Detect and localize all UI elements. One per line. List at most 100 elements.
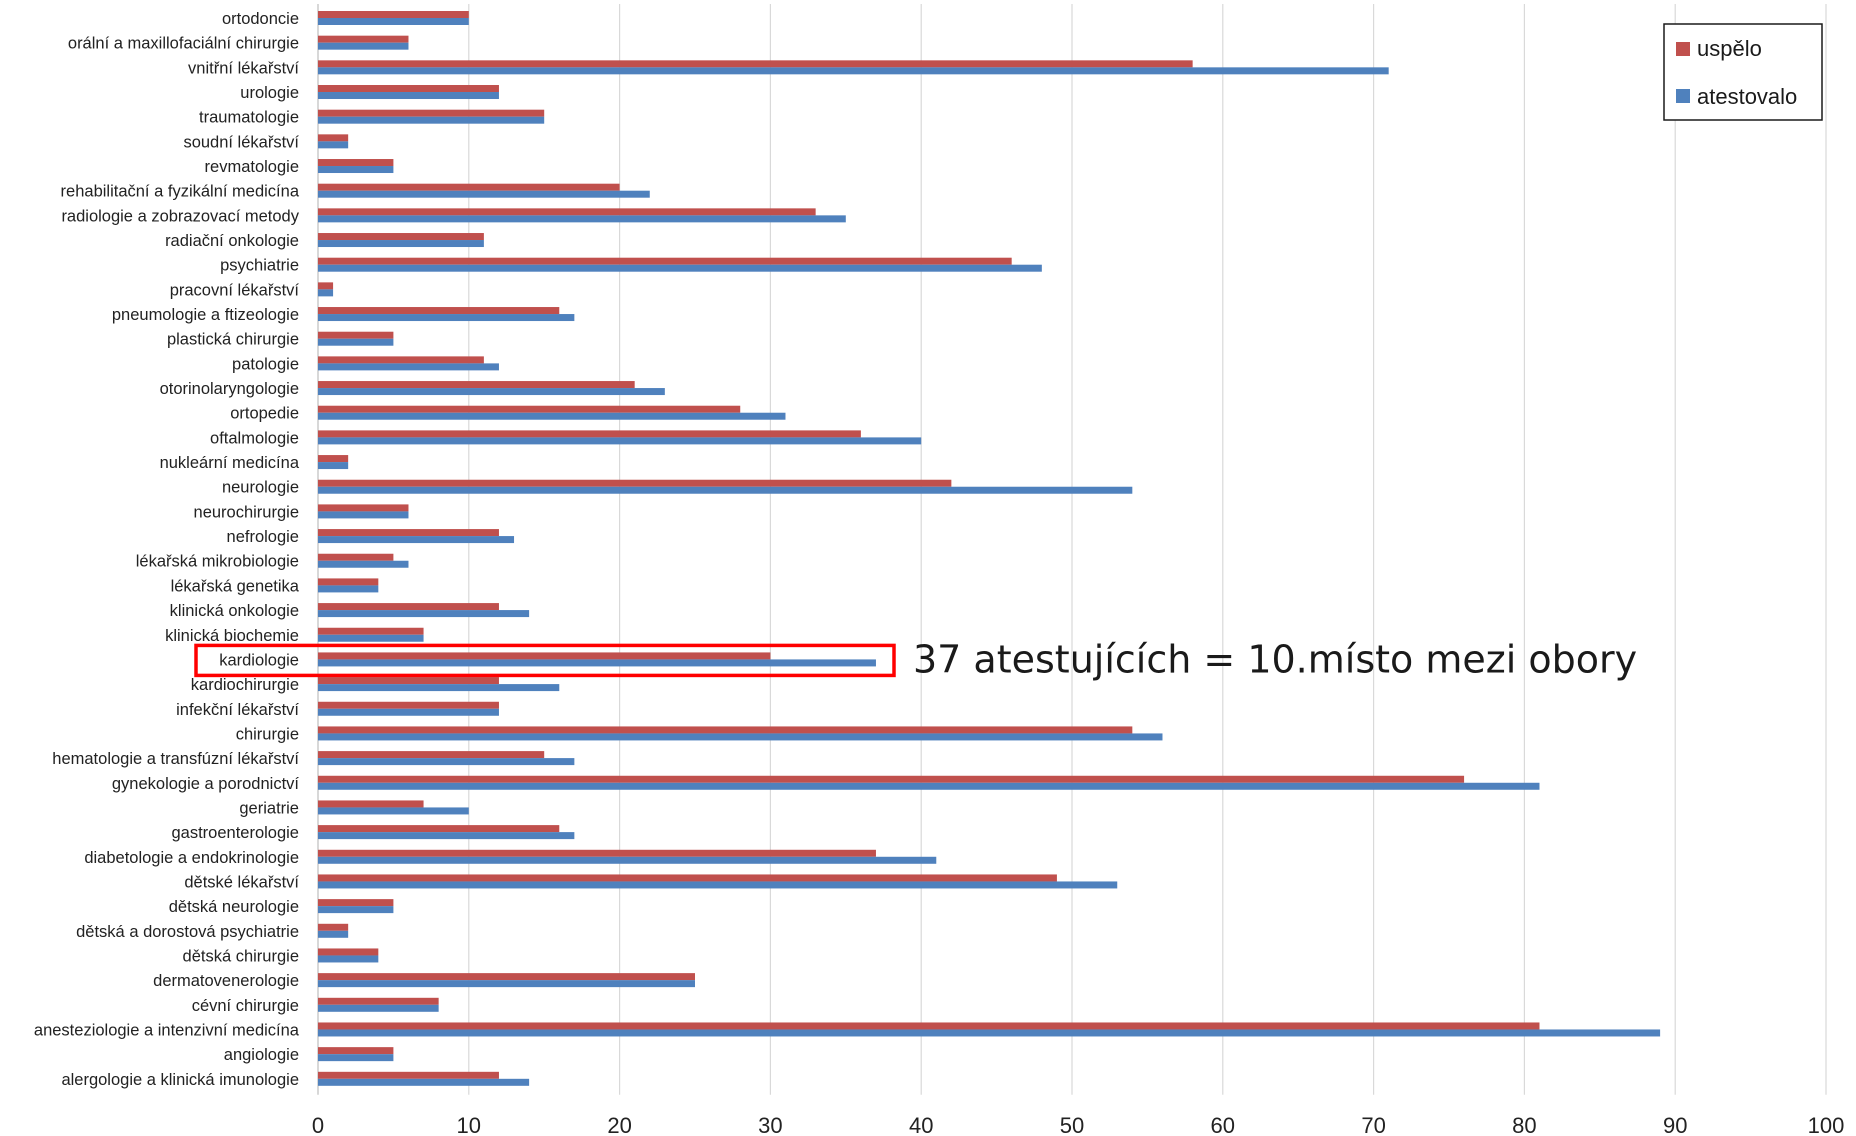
bar-atestovalo-klinicka-biochemie <box>318 634 424 642</box>
bar-uspelo-lekarska-genetika <box>318 578 379 586</box>
category-label: infekční lékařství <box>176 701 299 719</box>
bar-uspelo-pneumologie-a-ftizeologie <box>318 307 560 315</box>
bar-uspelo-oralni-a-maxillofacialni-chirurgie <box>318 35 409 43</box>
category-label: kardiochirurgie <box>191 676 299 694</box>
category-label: gastroenterologie <box>171 824 299 842</box>
category-label: ortopedie <box>230 405 299 423</box>
legend-swatch-uspelo <box>1676 42 1690 56</box>
category-label: neurologie <box>222 479 299 497</box>
bar-uspelo-alergologie-a-klinicka-imunologie <box>318 1071 499 1079</box>
bar-atestovalo-nefrologie <box>318 536 515 544</box>
bar-atestovalo-infekcni-lekarstvi <box>318 708 499 716</box>
bar-atestovalo-psychiatrie <box>318 264 1042 272</box>
category-label: klinická biochemie <box>165 627 299 645</box>
x-tick-label: 90 <box>1663 1113 1687 1136</box>
x-tick-label: 20 <box>607 1113 631 1136</box>
category-label: hematologie a transfúzní lékařství <box>52 750 299 768</box>
category-label: urologie <box>240 84 299 102</box>
category-label: patologie <box>232 355 299 373</box>
bar-uspelo-neurologie <box>318 479 952 487</box>
bar-uspelo-ortopedie <box>318 405 741 413</box>
bar-uspelo-geriatrie <box>318 800 424 808</box>
bar-atestovalo-oftalmologie <box>318 437 922 445</box>
bar-uspelo-neurochirurgie <box>318 504 409 512</box>
bars <box>318 11 1661 1086</box>
x-tick-label: 0 <box>312 1113 324 1136</box>
category-label: pracovní lékařství <box>170 281 300 299</box>
bar-atestovalo-rehabilitacni-a-fyzikalni-medicina <box>318 190 650 198</box>
bar-uspelo-dermatovenerologie <box>318 973 695 981</box>
x-tick-label: 10 <box>457 1113 481 1136</box>
bar-uspelo-gastroenterologie <box>318 825 560 833</box>
bar-uspelo-nuklearni-medicina <box>318 455 349 463</box>
category-label: lékařská genetika <box>171 577 300 595</box>
bar-uspelo-anesteziologie-a-intenzivni-medicina <box>318 1022 1540 1030</box>
bar-uspelo-hematologie-a-transfuzni-lekarstvi <box>318 751 545 759</box>
bar-atestovalo-ortodoncie <box>318 18 469 25</box>
category-label: chirurgie <box>236 725 299 743</box>
bar-uspelo-kardiochirurgie <box>318 677 499 685</box>
category-label: angiologie <box>224 1046 299 1064</box>
category-label: radiační onkologie <box>165 232 299 250</box>
x-tick-label: 100 <box>1808 1113 1845 1136</box>
category-label: plastická chirurgie <box>167 331 299 349</box>
category-label: nukleární medicína <box>160 454 300 472</box>
category-label: geriatrie <box>239 799 299 817</box>
bar-atestovalo-otorinolaryngologie <box>318 388 665 396</box>
category-label: nefrologie <box>227 528 299 546</box>
bar-uspelo-rehabilitacni-a-fyzikalni-medicina <box>318 183 620 191</box>
bar-uspelo-psychiatrie <box>318 257 1012 265</box>
bar-uspelo-detska-chirurgie <box>318 948 379 956</box>
category-label: klinická onkologie <box>170 602 299 620</box>
bar-atestovalo-angiologie <box>318 1054 394 1062</box>
bar-atestovalo-nuklearni-medicina <box>318 462 349 470</box>
category-label: gynekologie a porodnictví <box>112 775 300 793</box>
bar-uspelo-ortodoncie <box>318 11 469 18</box>
bar-atestovalo-revmatologie <box>318 166 394 174</box>
category-label: dětská chirurgie <box>183 947 299 965</box>
bar-uspelo-revmatologie <box>318 159 394 167</box>
bar-atestovalo-klinicka-onkologie <box>318 610 530 618</box>
category-label: soudní lékařství <box>183 133 299 151</box>
bar-uspelo-lekarska-mikrobiologie <box>318 553 394 561</box>
category-label: radiologie a zobrazovací metody <box>61 207 299 225</box>
category-label: otorinolaryngologie <box>160 380 299 398</box>
bar-atestovalo-ortopedie <box>318 412 786 420</box>
category-labels: ortodoncie orální a maxillofaciální chiru… <box>34 10 300 1089</box>
bar-atestovalo-radiologie-a-zobrazovaci-metody <box>318 215 846 223</box>
bar-uspelo-chirurgie <box>318 726 1133 734</box>
bar-uspelo-detske-lekarstvi <box>318 874 1057 882</box>
category-label: dermatovenerologie <box>153 972 299 990</box>
bar-atestovalo-geriatrie <box>318 807 469 815</box>
bar-uspelo-detska-a-dorostova-psychiatrie <box>318 923 349 931</box>
bar-uspelo-plasticka-chirurgie <box>318 331 394 339</box>
bar-atestovalo-dermatovenerologie <box>318 980 695 988</box>
bar-uspelo-radiacni-onkologie <box>318 233 484 241</box>
bar-atestovalo-cevni-chirurgie <box>318 1004 439 1012</box>
bar-uspelo-patologie <box>318 356 484 364</box>
category-label: orální a maxillofaciální chirurgie <box>68 35 299 53</box>
bar-uspelo-kardiologie <box>318 652 771 660</box>
category-label: vnitřní lékařství <box>188 59 299 77</box>
bar-atestovalo-detske-lekarstvi <box>318 881 1118 889</box>
bar-uspelo-otorinolaryngologie <box>318 381 635 389</box>
category-label: dětská neurologie <box>169 898 299 916</box>
x-tick-label: 40 <box>909 1113 933 1136</box>
gridlines <box>317 4 1827 1095</box>
category-label: oftalmologie <box>210 429 299 447</box>
bar-atestovalo-lekarska-mikrobiologie <box>318 560 409 568</box>
x-axis-tick-labels: 0 10 20 30 40 50 60 70 80 90 100 <box>312 1113 1844 1136</box>
bar-uspelo-detska-neurologie <box>318 899 394 907</box>
bar-atestovalo-neurologie <box>318 486 1133 494</box>
bar-atestovalo-anesteziologie-a-intenzivni-medicina <box>318 1029 1661 1037</box>
bar-atestovalo-neurochirurgie <box>318 511 409 519</box>
legend-frame <box>1663 23 1823 121</box>
legend-swatch-atestovalo <box>1676 89 1690 103</box>
bar-uspelo-radiologie-a-zobrazovaci-metody <box>318 208 816 216</box>
bar-atestovalo-urologie <box>318 92 499 100</box>
bar-atestovalo-lekarska-genetika <box>318 585 379 593</box>
bar-atestovalo-kardiologie <box>318 659 876 667</box>
category-label: dětské lékařství <box>184 873 299 891</box>
bar-uspelo-pracovni-lekarstvi <box>318 282 334 290</box>
